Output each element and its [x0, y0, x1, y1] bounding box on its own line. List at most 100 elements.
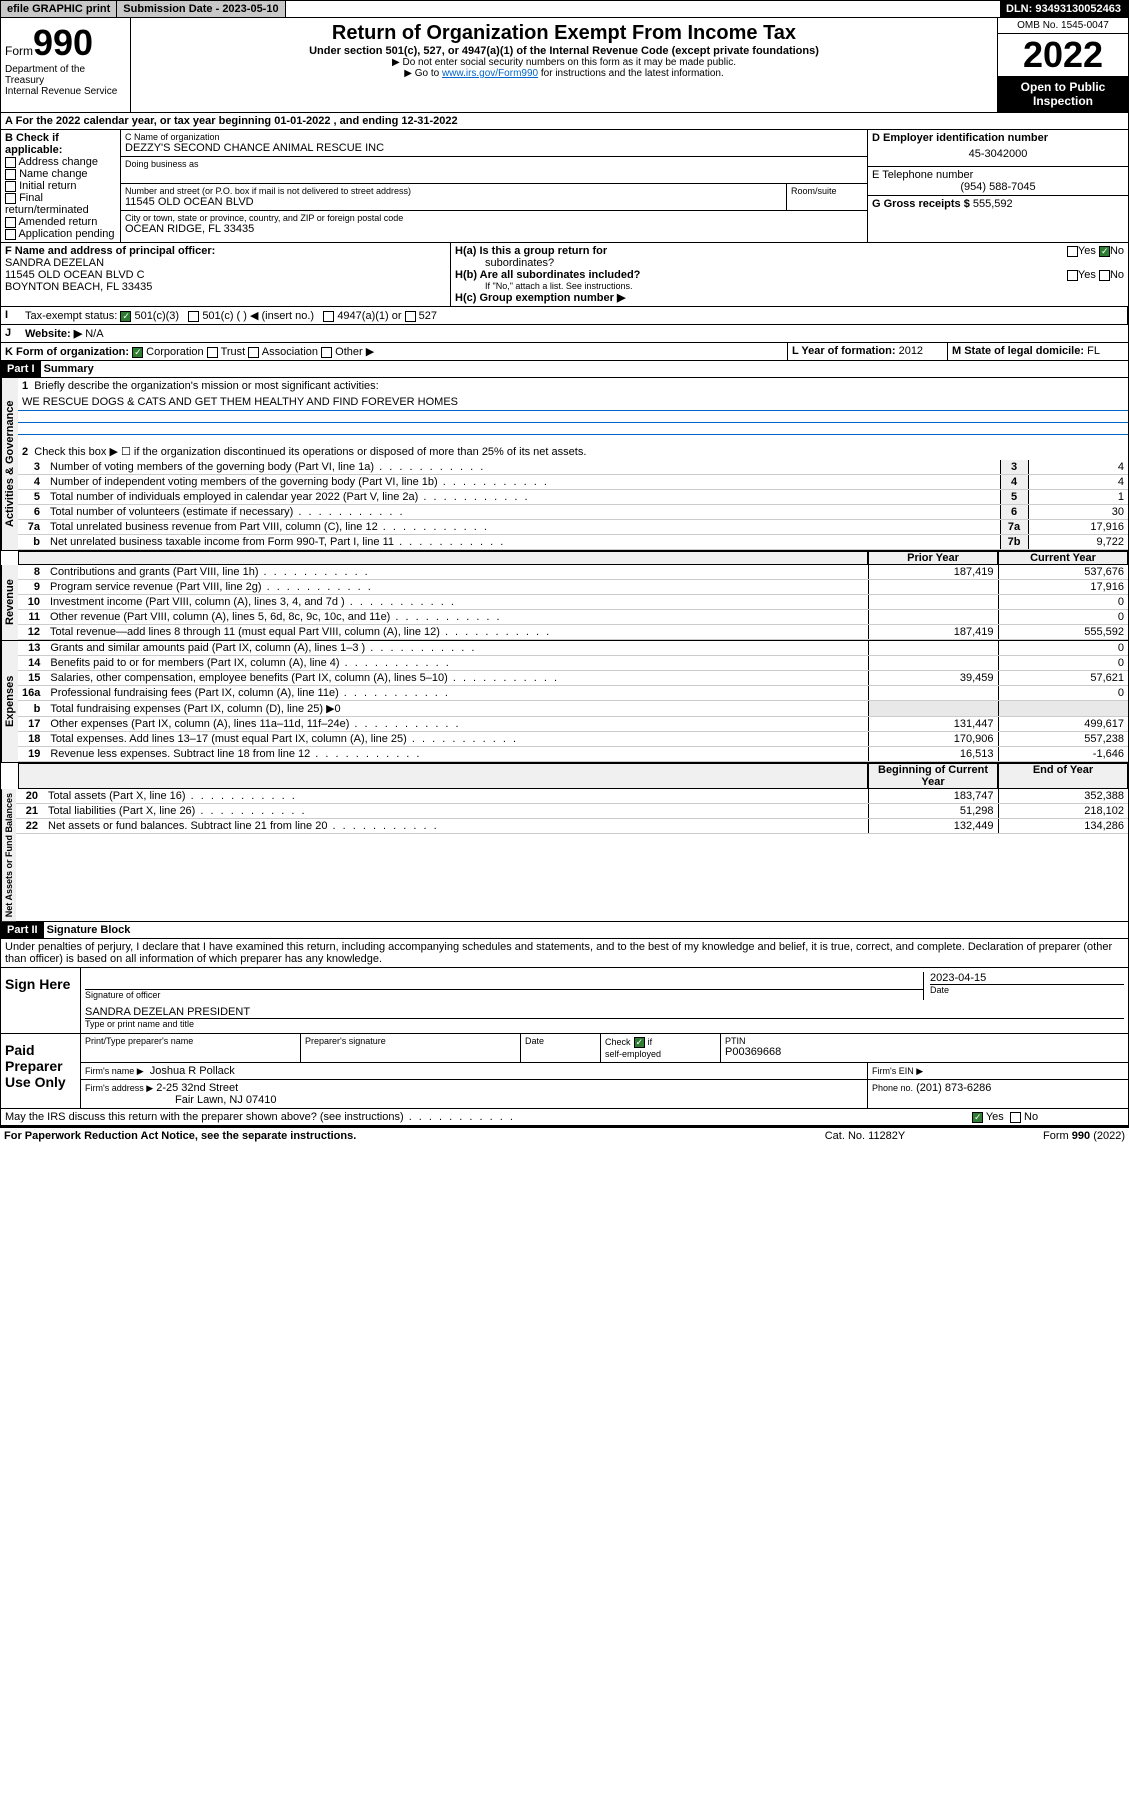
chk-application-pending[interactable]: Application pending	[5, 228, 116, 240]
ptin-value: P00369668	[725, 1046, 1124, 1058]
netasset-lines: 20Total assets (Part X, line 16)183,7473…	[16, 789, 1128, 834]
ha-no[interactable]: No	[1110, 245, 1124, 257]
firm-addr2: Fair Lawn, NJ 07410	[85, 1094, 277, 1106]
part1-title: Summary	[44, 363, 94, 375]
hb-label: H(b) Are all subordinates included?	[455, 269, 640, 281]
box-i-label: Tax-exempt status:	[25, 310, 117, 322]
opt-501c: 501(c) ( ) ◀ (insert no.)	[202, 310, 314, 322]
city-label: City or town, state or province, country…	[125, 213, 863, 223]
officer-row: F Name and address of principal officer:…	[0, 243, 1129, 307]
city-state-zip: OCEAN RIDGE, FL 33435	[125, 223, 863, 235]
part2-hdr: Part II	[1, 922, 44, 938]
opt-501c3: 501(c)(3)	[134, 310, 179, 322]
public-inspection: Open to Public Inspection	[998, 76, 1128, 112]
opt-trust: Trust	[221, 346, 246, 358]
box-j-index: J	[1, 325, 21, 342]
declaration: Under penalties of perjury, I declare th…	[0, 939, 1129, 968]
firm-addr1: 2-25 32nd Street	[156, 1082, 238, 1094]
sig-date: 2023-04-15	[930, 972, 1124, 984]
form-footer: Form 990 (2022)	[965, 1130, 1125, 1142]
prep-sig-label: Preparer's signature	[305, 1036, 516, 1046]
opt-assoc: Association	[262, 346, 318, 358]
org-name: DEZZY'S SECOND CHANCE ANIMAL RESCUE INC	[125, 142, 863, 154]
ha-yes[interactable]: Yes	[1078, 245, 1096, 257]
chk-amended-return[interactable]: Amended return	[5, 216, 116, 228]
type-name-label: Type or print name and title	[85, 1018, 1124, 1029]
col-current: Current Year	[998, 551, 1128, 565]
year-formation: 2012	[899, 345, 923, 357]
chk-discuss-no[interactable]	[1010, 1112, 1021, 1123]
part1-hdr: Part I	[1, 361, 41, 377]
check-label: Check	[605, 1037, 631, 1047]
ein: 45-3042000	[872, 144, 1124, 164]
efile-print-button[interactable]: efile GRAPHIC print	[1, 1, 117, 17]
box-i-index: I	[1, 307, 21, 324]
top-bar: efile GRAPHIC print Submission Date - 20…	[0, 0, 1129, 18]
note-goto: ▶ Go to www.irs.gov/Form990 for instruct…	[135, 68, 993, 79]
phone-value: (201) 873-6286	[916, 1082, 991, 1094]
note-pre: ▶ Go to	[404, 68, 442, 79]
hb-no[interactable]: No	[1110, 269, 1124, 281]
col-end: End of Year	[998, 763, 1128, 789]
paperwork-notice: For Paperwork Reduction Act Notice, see …	[4, 1130, 765, 1142]
form-title: Return of Organization Exempt From Incom…	[135, 22, 993, 45]
sec-expenses: Expenses	[1, 641, 18, 762]
chk-discuss-yes[interactable]	[972, 1112, 983, 1123]
line1-label: Briefly describe the organization's miss…	[34, 380, 378, 392]
box-b-label: B Check if applicable:	[5, 132, 116, 156]
part2-title: Signature Block	[47, 924, 131, 936]
dln: DLN: 93493130052463	[1000, 1, 1128, 17]
if-label: if	[648, 1037, 653, 1047]
sec-revenue: Revenue	[1, 565, 18, 640]
box-l-label: L Year of formation:	[792, 345, 896, 357]
chk-501c[interactable]	[188, 311, 199, 322]
chk-self-employed[interactable]	[634, 1037, 645, 1048]
chk-name-change[interactable]: Name change	[5, 168, 116, 180]
revenue-lines: 8Contributions and grants (Part VIII, li…	[18, 565, 1128, 640]
discuss-no: No	[1024, 1111, 1038, 1123]
line-a-text: For the 2022 calendar year, or tax year …	[16, 115, 458, 127]
sig-officer-label: Signature of officer	[85, 990, 923, 1000]
governance-lines: 3Number of voting members of the governi…	[18, 460, 1128, 550]
col-begin: Beginning of Current Year	[868, 763, 998, 789]
sign-here-label: Sign Here	[1, 968, 81, 1033]
room-label: Room/suite	[791, 186, 863, 196]
chk-4947[interactable]	[323, 311, 334, 322]
box-d-label: D Employer identification number	[872, 132, 1124, 144]
chk-initial-return[interactable]: Initial return	[5, 180, 116, 192]
firm-ein-label: Firm's EIN ▶	[872, 1066, 923, 1076]
chk-other[interactable]	[321, 347, 332, 358]
entity-grid: B Check if applicable: Address change Na…	[0, 130, 1129, 243]
date-label: Date	[930, 984, 1124, 995]
hb-row: H(b) Are all subordinates included? Yes …	[455, 269, 1124, 281]
chk-address-change[interactable]: Address change	[5, 156, 116, 168]
chk-501c3[interactable]	[120, 311, 131, 322]
tax-year: 2022	[998, 34, 1128, 76]
ha-row: H(a) Is this a group return for Yes No s…	[455, 245, 1124, 269]
line-a: A For the 2022 calendar year, or tax yea…	[1, 113, 462, 129]
dba-label: Doing business as	[125, 159, 863, 169]
self-emp-label: self-employed	[605, 1049, 661, 1059]
form-prefix: Form	[5, 44, 33, 58]
submission-date: Submission Date - 2023-05-10	[117, 1, 285, 17]
website-value: N/A	[85, 328, 103, 340]
mission-text: WE RESCUE DOGS & CATS AND GET THEM HEALT…	[18, 394, 1128, 411]
ptin-label: PTIN	[725, 1036, 1124, 1046]
prep-name-label: Print/Type preparer's name	[85, 1036, 296, 1046]
expense-lines: 13Grants and similar amounts paid (Part …	[18, 641, 1128, 762]
irs-link[interactable]: www.irs.gov/Form990	[442, 68, 538, 79]
street-address: 11545 OLD OCEAN BLVD	[125, 196, 782, 208]
dept-treasury: Department of the Treasury	[5, 64, 126, 86]
chk-527[interactable]	[405, 311, 416, 322]
hb-yes[interactable]: Yes	[1078, 269, 1096, 281]
line2-text: Check this box ▶ ☐ if the organization d…	[34, 446, 586, 458]
chk-final-return[interactable]: Final return/terminated	[5, 192, 116, 216]
discuss-text: May the IRS discuss this return with the…	[5, 1111, 404, 1123]
chk-corp[interactable]	[132, 347, 143, 358]
box-e-label: E Telephone number	[872, 169, 1124, 181]
chk-trust[interactable]	[207, 347, 218, 358]
omb-number: OMB No. 1545-0047	[998, 18, 1128, 34]
box-k-label: K Form of organization:	[5, 346, 129, 358]
officer-addr2: BOYNTON BEACH, FL 33435	[5, 281, 446, 293]
chk-assoc[interactable]	[248, 347, 259, 358]
